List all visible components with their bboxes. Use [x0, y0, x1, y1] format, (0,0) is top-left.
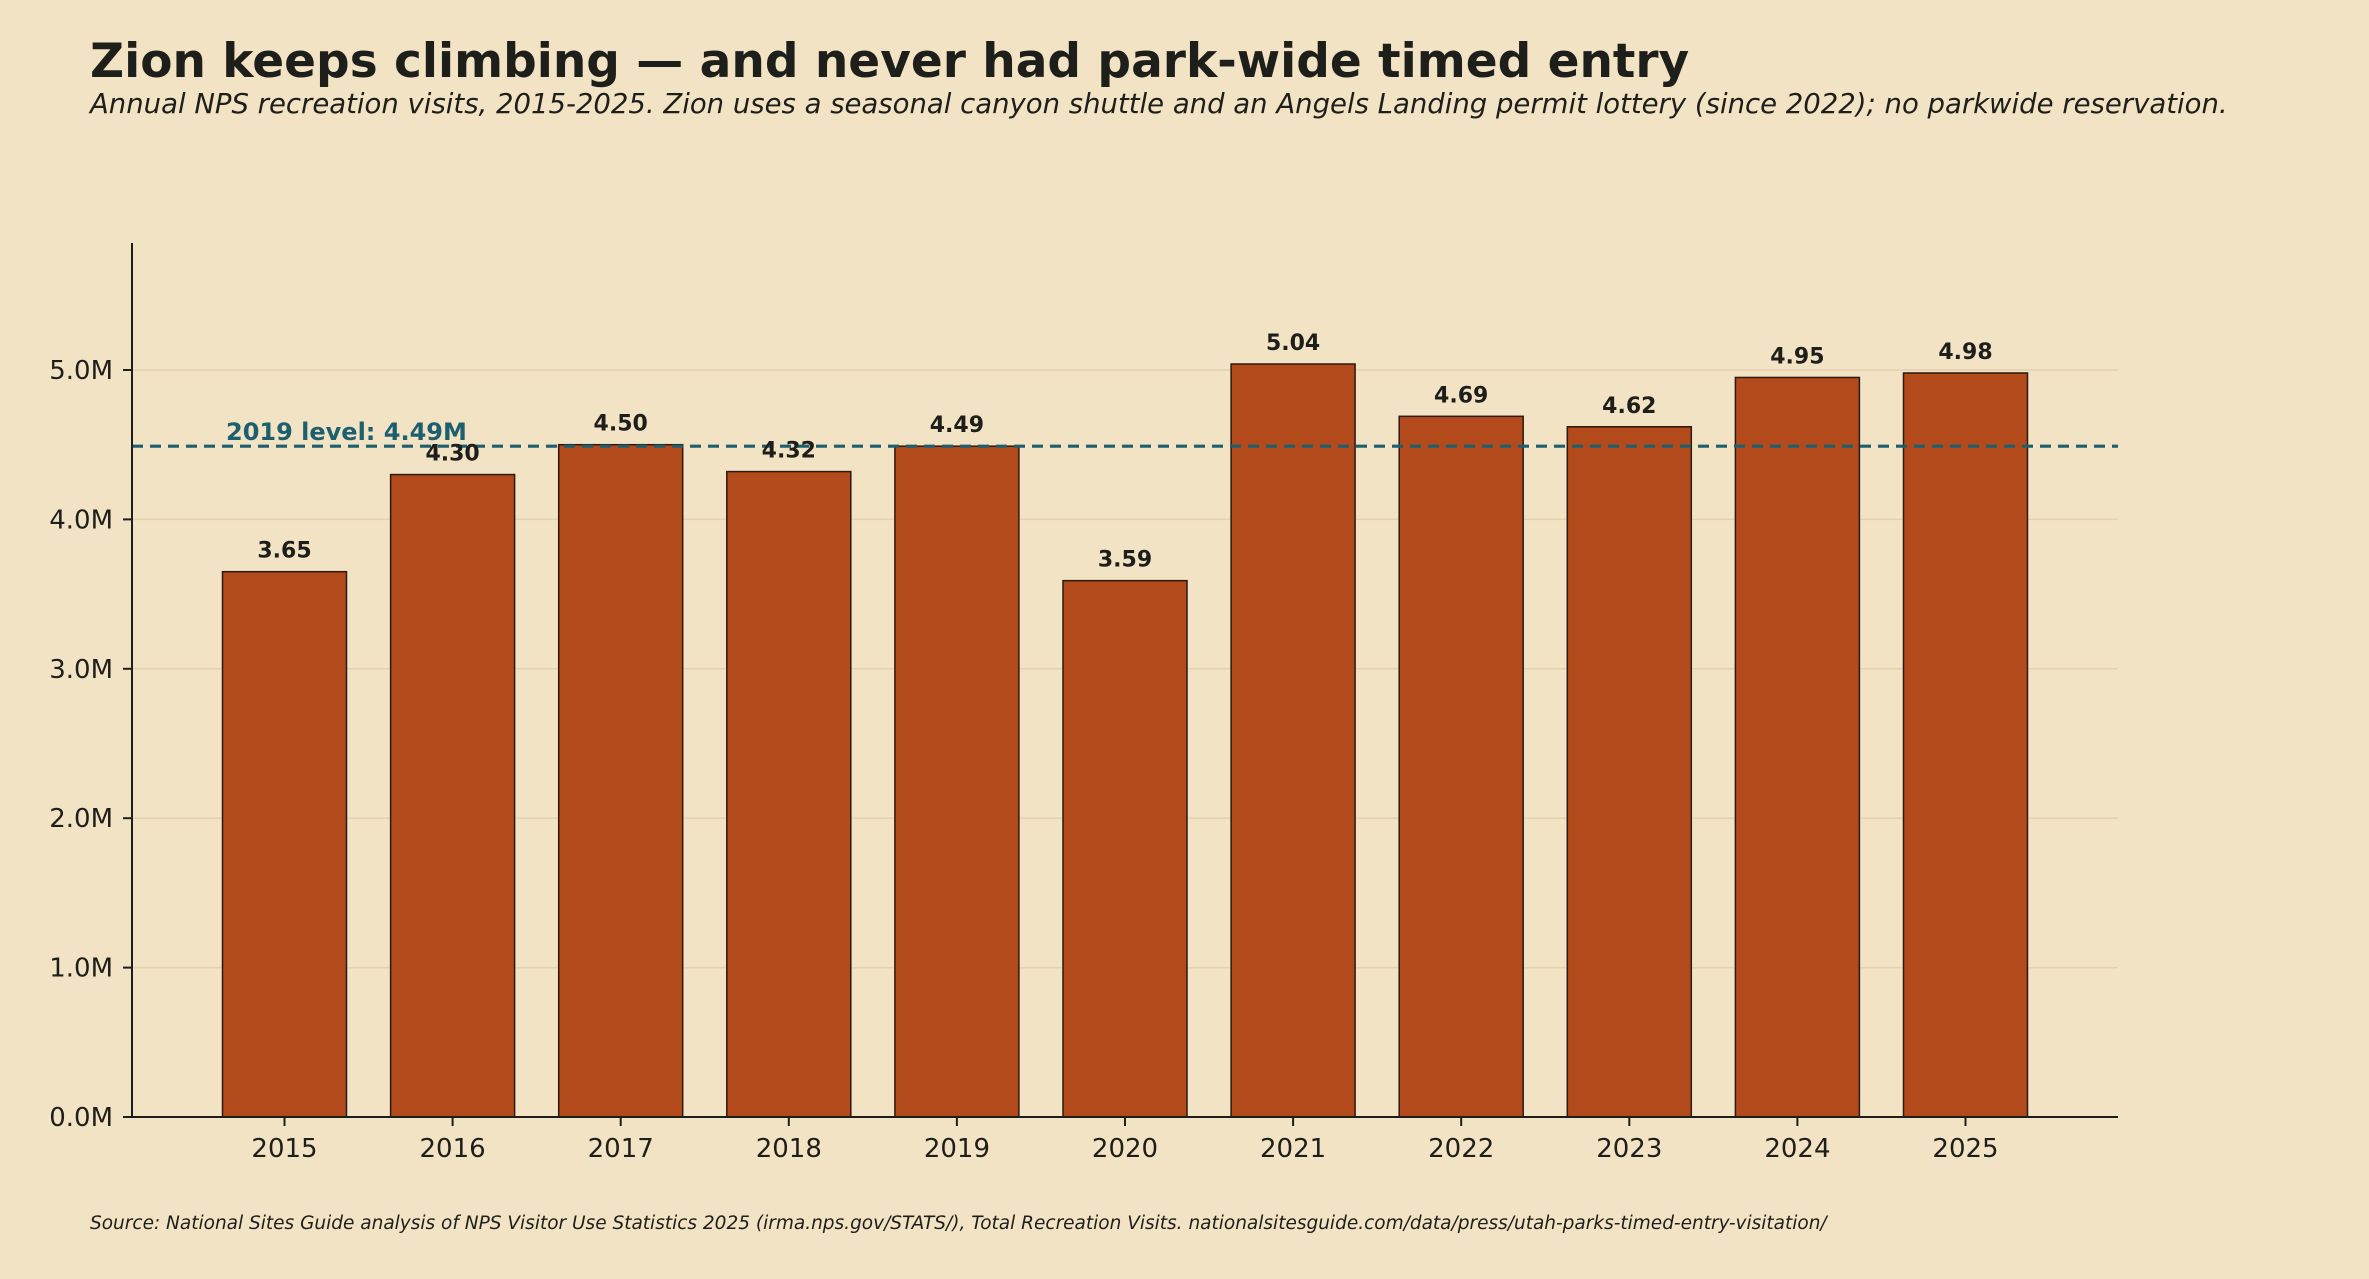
chart-title: Zion keeps climbing — and never had park…	[90, 34, 1690, 89]
x-tick-label: 2022	[1428, 1134, 1494, 1164]
data-label: 4.32	[762, 439, 816, 464]
data-label: 4.69	[1434, 383, 1488, 408]
bar	[389, 473, 516, 1118]
data-labels: 3.65 4.30 4.50 4.32 4.49 3.59 5.04 4.69 4.62 4.95…	[257, 331, 1992, 573]
bar	[1734, 376, 1861, 1118]
axes: 0.0M 1.0M 2.0M 3.0M 4.0M 5.0M 2015 2016 2017 2018…	[49, 243, 2118, 1164]
y-tick-label: 1.0M	[49, 954, 113, 984]
bar	[1398, 415, 1524, 1118]
bar	[1062, 579, 1188, 1118]
data-label: 3.65	[257, 539, 311, 564]
source-note: Source: National Sites Guide analysis of…	[90, 1213, 1827, 1234]
data-label: 3.59	[1098, 548, 1152, 573]
x-tick-label: 2018	[756, 1134, 822, 1164]
bar	[557, 443, 684, 1118]
data-label: 4.95	[1770, 344, 1824, 369]
x-tick-label: 2020	[1092, 1134, 1158, 1164]
y-tick-label: 4.0M	[49, 505, 113, 535]
y-tick-label: 2.0M	[49, 804, 113, 834]
y-tick-label: 5.0M	[49, 356, 113, 386]
x-tick-label: 2017	[588, 1134, 654, 1164]
chart-subtitle: Annual NPS recreation visits, 2015-2025.…	[90, 88, 2228, 120]
x-tick-label: 2016	[420, 1134, 486, 1164]
reference-line-group: 2019 level: 4.49M	[132, 418, 2118, 448]
bar	[221, 570, 348, 1118]
bar	[1902, 372, 2029, 1118]
reference-line-label: 2019 level: 4.49M	[226, 418, 467, 446]
y-tick-label: 3.0M	[49, 655, 113, 685]
x-tick-label: 2021	[1260, 1134, 1326, 1164]
bars	[221, 363, 2029, 1118]
x-tick-label: 2025	[1932, 1134, 1998, 1164]
data-label: 4.50	[594, 412, 648, 437]
x-tick-label: 2023	[1596, 1134, 1662, 1164]
bar	[894, 445, 1020, 1118]
data-label: 4.62	[1602, 394, 1656, 419]
data-label: 4.98	[1938, 340, 1992, 365]
bar	[1230, 363, 1356, 1118]
x-tick-label: 2019	[924, 1134, 990, 1164]
y-tick-label: 0.0M	[49, 1103, 113, 1133]
x-tick-label: 2015	[251, 1134, 317, 1164]
data-label: 5.04	[1266, 331, 1320, 356]
bar	[1566, 426, 1693, 1118]
data-label: 4.49	[930, 413, 984, 438]
data-label: 4.30	[425, 442, 479, 467]
x-tick-label: 2024	[1764, 1134, 1830, 1164]
bar	[726, 470, 852, 1118]
